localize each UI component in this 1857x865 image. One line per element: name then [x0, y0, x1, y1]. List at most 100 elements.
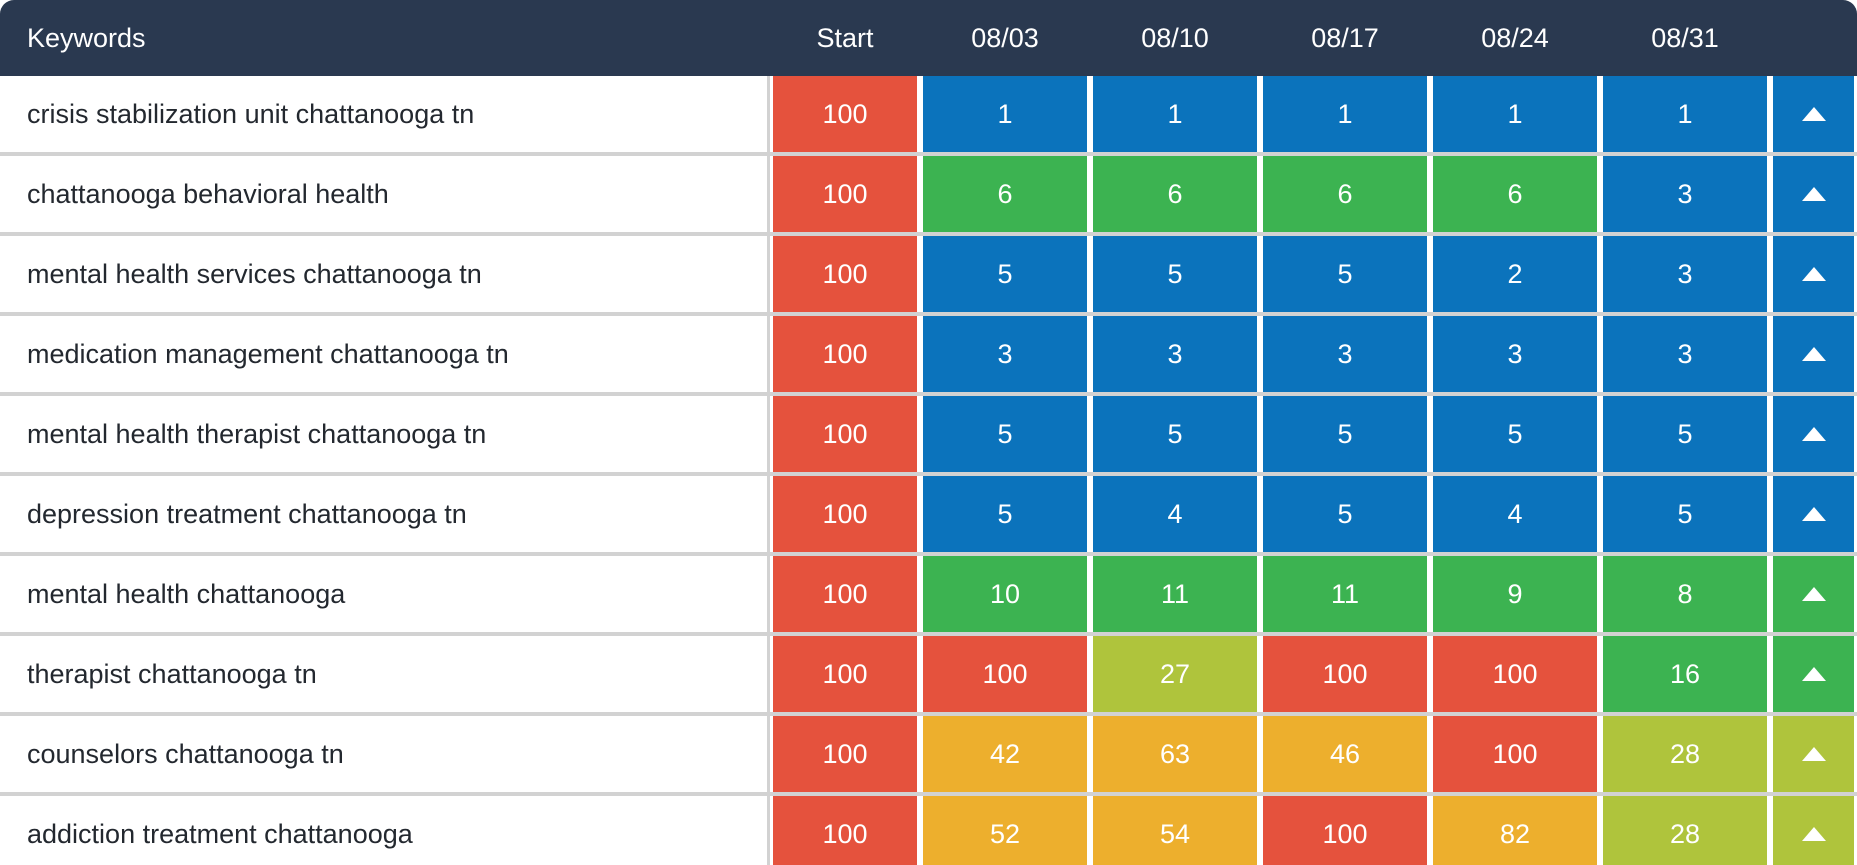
- table-row: crisis stabilization unit chattanooga tn…: [0, 76, 1857, 156]
- rank-cell[interactable]: 5: [1433, 396, 1597, 472]
- rank-cell[interactable]: 10: [923, 556, 1087, 632]
- column-header-keywords: Keywords: [27, 22, 146, 53]
- trend-cell: [1773, 556, 1854, 632]
- rank-cell[interactable]: 100: [1263, 636, 1427, 712]
- rank-cell[interactable]: 1: [1603, 76, 1767, 152]
- rank-cell[interactable]: 6: [1093, 156, 1257, 232]
- rank-cell[interactable]: 3: [1603, 236, 1767, 312]
- rank-cell[interactable]: 8: [1603, 556, 1767, 632]
- rank-cell[interactable]: 16: [1603, 636, 1767, 712]
- rank-cell[interactable]: 100: [1263, 796, 1427, 865]
- rank-cell[interactable]: 3: [1603, 316, 1767, 392]
- up-arrow-icon: [1801, 747, 1826, 761]
- rank-cell[interactable]: 6: [1263, 156, 1427, 232]
- up-arrow-icon: [1801, 587, 1826, 601]
- start-cell[interactable]: 100: [773, 236, 917, 312]
- rank-cell[interactable]: 5: [923, 396, 1087, 472]
- column-header-date: 08/31: [1651, 22, 1719, 53]
- rank-cell[interactable]: 100: [1433, 716, 1597, 792]
- rank-cell[interactable]: 3: [1263, 316, 1427, 392]
- up-arrow-icon: [1801, 107, 1826, 121]
- keyword-cell[interactable]: counselors chattanooga tn: [0, 716, 770, 792]
- rank-cell[interactable]: 4: [1433, 476, 1597, 552]
- rank-cell[interactable]: 6: [1433, 156, 1597, 232]
- rank-cell[interactable]: 1: [923, 76, 1087, 152]
- rank-cell[interactable]: 5: [1263, 236, 1427, 312]
- keyword-cell[interactable]: chattanooga behavioral health: [0, 156, 770, 232]
- rank-cell[interactable]: 27: [1093, 636, 1257, 712]
- keyword-cell[interactable]: addiction treatment chattanooga: [0, 796, 770, 865]
- rank-cell[interactable]: 4: [1093, 476, 1257, 552]
- rank-cell[interactable]: 3: [1603, 156, 1767, 232]
- keyword-cell[interactable]: crisis stabilization unit chattanooga tn: [0, 76, 770, 152]
- up-arrow-icon: [1801, 347, 1826, 361]
- start-cell[interactable]: 100: [773, 556, 917, 632]
- up-arrow-icon: [1801, 187, 1826, 201]
- keyword-cell[interactable]: depression treatment chattanooga tn: [0, 476, 770, 552]
- start-cell[interactable]: 100: [773, 796, 917, 865]
- rank-cell[interactable]: 1: [1263, 76, 1427, 152]
- rank-cell[interactable]: 11: [1093, 556, 1257, 632]
- trend-cell: [1773, 236, 1854, 312]
- keyword-cell[interactable]: mental health services chattanooga tn: [0, 236, 770, 312]
- rank-cell[interactable]: 6: [923, 156, 1087, 232]
- column-header-trend: [1770, 0, 1857, 76]
- rank-cell[interactable]: 28: [1603, 796, 1767, 865]
- start-cell[interactable]: 100: [773, 396, 917, 472]
- keyword-cell[interactable]: therapist chattanooga tn: [0, 636, 770, 712]
- rank-cell[interactable]: 5: [1093, 236, 1257, 312]
- rank-cell[interactable]: 5: [1093, 396, 1257, 472]
- rank-cell[interactable]: 1: [1433, 76, 1597, 152]
- rank-cell[interactable]: 11: [1263, 556, 1427, 632]
- rank-cell[interactable]: 42: [923, 716, 1087, 792]
- table-row: addiction treatment chattanooga 100 52 5…: [0, 796, 1857, 865]
- up-arrow-icon: [1801, 827, 1826, 841]
- keyword-cell[interactable]: mental health therapist chattanooga tn: [0, 396, 770, 472]
- trend-cell: [1773, 76, 1854, 152]
- table-row: mental health chattanooga 100 10 11 11 9…: [0, 556, 1857, 636]
- rank-cell[interactable]: 28: [1603, 716, 1767, 792]
- rank-cell[interactable]: 3: [1093, 316, 1257, 392]
- trend-cell: [1773, 476, 1854, 552]
- start-cell[interactable]: 100: [773, 156, 917, 232]
- rank-cell[interactable]: 2: [1433, 236, 1597, 312]
- rank-cell[interactable]: 5: [1263, 476, 1427, 552]
- rank-cell[interactable]: 9: [1433, 556, 1597, 632]
- up-arrow-icon: [1801, 667, 1826, 681]
- rank-cell[interactable]: 5: [1263, 396, 1427, 472]
- keyword-cell[interactable]: medication management chattanooga tn: [0, 316, 770, 392]
- column-header-start: Start: [816, 22, 874, 53]
- rank-cell[interactable]: 3: [1433, 316, 1597, 392]
- trend-cell: [1773, 716, 1854, 792]
- start-cell[interactable]: 100: [773, 316, 917, 392]
- rank-cell[interactable]: 63: [1093, 716, 1257, 792]
- table-row: therapist chattanooga tn 100 100 27 100 …: [0, 636, 1857, 716]
- rank-cell[interactable]: 5: [923, 476, 1087, 552]
- table-row: mental health services chattanooga tn 10…: [0, 236, 1857, 316]
- rank-cell[interactable]: 46: [1263, 716, 1427, 792]
- rank-cell[interactable]: 100: [1433, 636, 1597, 712]
- rank-cell[interactable]: 54: [1093, 796, 1257, 865]
- rank-cell[interactable]: 1: [1093, 76, 1257, 152]
- table-row: chattanooga behavioral health 100 6 6 6 …: [0, 156, 1857, 236]
- trend-cell: [1773, 636, 1854, 712]
- table-row: medication management chattanooga tn 100…: [0, 316, 1857, 396]
- rank-cell[interactable]: 5: [1603, 396, 1767, 472]
- table-header: Keywords Start 08/03 08/10 08/17 08/24 0…: [0, 0, 1857, 76]
- start-cell[interactable]: 100: [773, 76, 917, 152]
- start-cell[interactable]: 100: [773, 716, 917, 792]
- up-arrow-icon: [1801, 427, 1826, 441]
- rank-cell[interactable]: 52: [923, 796, 1087, 865]
- rank-cell[interactable]: 5: [1603, 476, 1767, 552]
- rank-cell[interactable]: 100: [923, 636, 1087, 712]
- rank-cell[interactable]: 3: [923, 316, 1087, 392]
- table-row: mental health therapist chattanooga tn 1…: [0, 396, 1857, 476]
- start-cell[interactable]: 100: [773, 476, 917, 552]
- table-row: depression treatment chattanooga tn 100 …: [0, 476, 1857, 556]
- rank-cell[interactable]: 82: [1433, 796, 1597, 865]
- start-cell[interactable]: 100: [773, 636, 917, 712]
- rank-cell[interactable]: 5: [923, 236, 1087, 312]
- up-arrow-icon: [1801, 507, 1826, 521]
- keyword-cell[interactable]: mental health chattanooga: [0, 556, 770, 632]
